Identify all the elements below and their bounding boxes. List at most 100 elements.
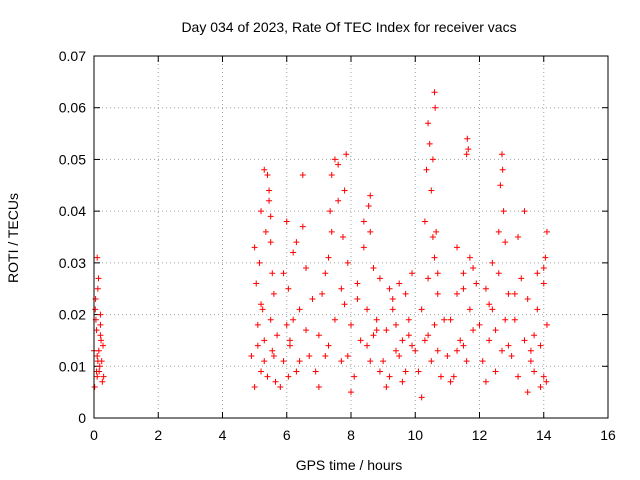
data-point [93,368,100,375]
data-point [367,192,374,199]
data-point [460,285,467,292]
data-point [254,342,261,349]
data-point [421,337,428,344]
y-tick-label: 0.01 [59,358,86,374]
data-point [367,358,374,365]
data-point [261,166,268,173]
data-point [325,342,332,349]
data-point [251,383,258,390]
data-point [293,368,300,375]
data-point [331,316,338,323]
data-point [285,373,292,380]
data-point [444,352,451,359]
data-point [290,249,297,256]
data-point [354,296,361,303]
data-points [91,89,550,401]
data-point [431,254,438,261]
data-point [542,254,549,261]
data-point [428,187,435,194]
data-point [392,321,399,328]
data-point [543,378,550,385]
data-point [373,327,380,334]
data-point [283,218,290,225]
y-tick-label: 0.07 [59,48,86,64]
data-point [426,140,433,147]
data-point [93,327,100,334]
data-point [259,306,266,313]
data-point [396,352,403,359]
data-point [380,358,387,365]
x-tick-label: 6 [283,427,291,443]
data-point [331,156,338,163]
data-point [266,197,273,204]
data-point [527,347,534,354]
data-point [433,228,440,235]
data-point [98,337,105,344]
data-point [486,301,493,308]
data-point [343,151,350,158]
data-point [386,373,393,380]
data-point [303,327,310,334]
y-tick-label: 0.02 [59,307,86,323]
data-point [502,239,509,246]
data-point [97,311,104,318]
data-point [418,394,425,401]
data-point [482,285,489,292]
x-tick-label: 0 [90,427,98,443]
data-point [389,306,396,313]
data-point [415,368,422,375]
data-point [434,347,441,354]
data-point [497,182,504,189]
data-point [94,285,101,292]
data-point [460,342,467,349]
data-point [505,290,512,297]
data-point [454,290,461,297]
data-point [94,352,101,359]
data-point [508,352,515,359]
data-point [266,187,273,194]
data-point [264,373,271,380]
data-point [409,342,416,349]
data-point [100,373,107,380]
data-point [498,151,505,158]
data-point [376,368,383,375]
data-point [293,239,300,246]
y-tick-label: 0.03 [59,255,86,271]
data-point [258,301,265,308]
data-point [470,265,477,272]
data-point [285,285,292,292]
data-point [277,383,284,390]
data-point [267,316,274,323]
data-point [421,218,428,225]
data-point [405,332,412,339]
data-point [425,120,432,127]
data-point [262,228,269,235]
data-point [360,218,367,225]
data-point [479,358,486,365]
data-point [543,321,550,328]
data-point [335,197,342,204]
data-point [97,321,104,328]
data-point [392,347,399,354]
data-point [315,383,322,390]
data-point [441,316,448,323]
data-point [325,254,332,261]
data-point [463,358,470,365]
data-point [299,171,306,178]
y-tick-label: 0.04 [59,203,86,219]
data-point [511,316,518,323]
data-point [306,352,313,359]
data-point [328,228,335,235]
data-point [425,332,432,339]
data-point [248,352,255,359]
data-point [431,89,438,96]
y-tick-label: 0 [78,410,86,426]
data-point [500,208,507,215]
data-point [357,337,364,344]
data-point [341,187,348,194]
data-point [495,270,502,277]
data-point [296,358,303,365]
data-point [521,337,528,344]
data-point [280,270,287,277]
